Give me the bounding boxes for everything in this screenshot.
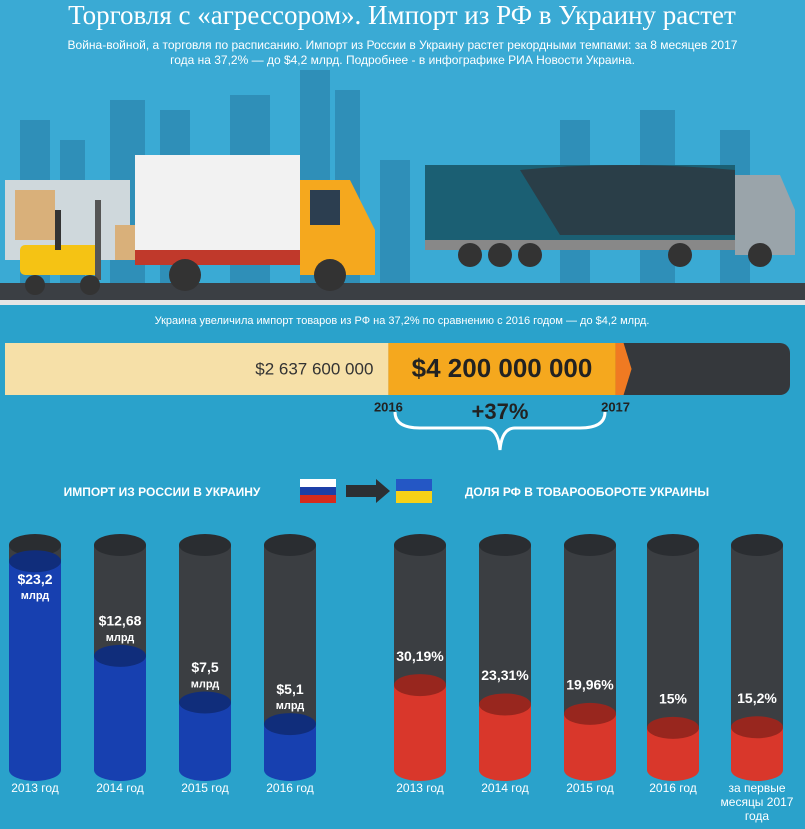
unit-label: млрд bbox=[21, 590, 50, 602]
fill-top bbox=[647, 716, 699, 739]
cylinder-fill bbox=[9, 561, 61, 781]
title: Торговля с «агрессором». Импорт из РФ в … bbox=[68, 0, 736, 30]
cylinder-fill bbox=[479, 704, 531, 781]
road bbox=[0, 283, 805, 303]
fill-top bbox=[731, 716, 783, 739]
cylinder-fill bbox=[731, 727, 783, 781]
cylinder-top bbox=[647, 534, 699, 556]
section-title: ДОЛЯ РФ В ТОВАРООБОРОТЕ УКРАИНЫ bbox=[465, 485, 709, 499]
section-title: ИМПОРТ ИЗ РОССИИ В УКРАИНУ bbox=[64, 485, 261, 499]
value-label: $12,68 bbox=[99, 613, 142, 629]
fill-top bbox=[264, 713, 316, 736]
truck bbox=[135, 155, 375, 291]
value-label: $7,5 bbox=[191, 659, 218, 675]
fill-top bbox=[479, 693, 531, 716]
cylinder-top bbox=[179, 534, 231, 556]
fill-top bbox=[94, 644, 146, 667]
semi-truck bbox=[425, 165, 795, 267]
category-label: за первые месяцы 2017 года bbox=[720, 781, 794, 823]
category-label: 2013 год bbox=[396, 781, 444, 795]
cylinder-top bbox=[731, 534, 783, 556]
category-label: 2014 год bbox=[481, 781, 529, 795]
cylinder-fill bbox=[94, 655, 146, 781]
cylinder-top bbox=[264, 534, 316, 556]
road-line bbox=[0, 300, 805, 305]
cylinder-fill bbox=[564, 713, 616, 781]
fill-top bbox=[9, 550, 61, 573]
unit-label: млрд bbox=[191, 678, 220, 690]
category-label: 2013 год bbox=[11, 781, 59, 795]
value-label: 15% bbox=[659, 691, 688, 707]
brace bbox=[393, 411, 607, 451]
progress-bar bbox=[5, 343, 389, 395]
value-label: 30,19% bbox=[396, 648, 444, 664]
value-label: $4 200 000 000 bbox=[412, 353, 593, 383]
progress-caption: Украина увеличила импорт товаров из РФ н… bbox=[155, 315, 650, 327]
cylinder-top bbox=[394, 534, 446, 556]
subtitle: Война-войной, а торговля по расписанию. … bbox=[67, 38, 738, 67]
growth-label: +37% bbox=[472, 399, 529, 424]
category-label: 2015 год bbox=[181, 781, 229, 795]
category-label: 2015 год bbox=[566, 781, 614, 795]
year-label: 2016 bbox=[374, 399, 403, 414]
fill-top bbox=[179, 691, 231, 714]
fill-top bbox=[394, 674, 446, 697]
fill-top bbox=[564, 702, 616, 725]
forklift bbox=[20, 200, 101, 295]
value-label: $5,1 bbox=[276, 681, 303, 697]
unit-label: млрд bbox=[106, 632, 135, 644]
cylinder-fill bbox=[394, 685, 446, 781]
value-label: $2 637 600 000 bbox=[255, 359, 373, 378]
category-label: 2014 год bbox=[96, 781, 144, 795]
bar-tip bbox=[615, 343, 632, 395]
flags bbox=[300, 479, 432, 503]
value-label: $23,2 bbox=[17, 571, 52, 587]
cylinder-fill bbox=[179, 702, 231, 781]
cylinder-fill bbox=[647, 727, 699, 781]
year-label: 2017 bbox=[601, 399, 630, 414]
value-label: 15,2% bbox=[737, 690, 777, 706]
cylinder-top bbox=[9, 534, 61, 556]
cylinder-top bbox=[479, 534, 531, 556]
cylinder-top bbox=[94, 534, 146, 556]
cylinder-fill bbox=[264, 724, 316, 781]
value-label: 19,96% bbox=[566, 677, 614, 693]
value-label: 23,31% bbox=[481, 667, 529, 683]
progress-bar bbox=[388, 343, 616, 395]
cylinder-top bbox=[564, 534, 616, 556]
category-label: 2016 год bbox=[649, 781, 697, 795]
category-label: 2016 год bbox=[266, 781, 314, 795]
unit-label: млрд bbox=[276, 700, 305, 712]
